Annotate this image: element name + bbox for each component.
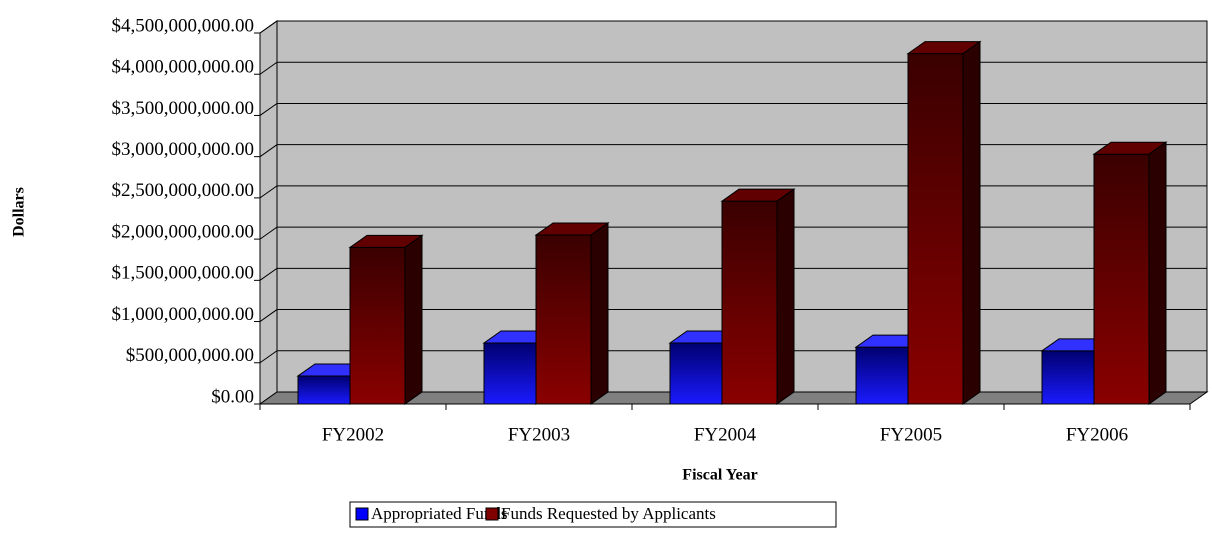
grid-line — [259, 61, 1207, 75]
bar-side — [590, 222, 609, 405]
bar — [720, 188, 796, 405]
grid-line — [259, 226, 1207, 240]
y-tick-label: $3,000,000,000.00 — [112, 139, 255, 160]
x-tick-label: FY2005 — [880, 424, 942, 445]
y-tick-label: $4,500,000,000.00 — [112, 15, 255, 36]
bar-front — [349, 246, 406, 405]
bar — [534, 222, 610, 405]
grid-line — [259, 309, 1207, 322]
bar-front — [1093, 153, 1150, 405]
bar-front — [721, 200, 778, 405]
y-axis-label: Dollars — [11, 187, 28, 237]
bar — [348, 234, 424, 405]
bar-front — [907, 53, 964, 405]
y-tick-label: $1,000,000,000.00 — [112, 304, 255, 325]
bar-front — [669, 342, 723, 405]
bar-front — [483, 342, 537, 405]
grid-line — [259, 102, 1207, 116]
x-tick-label: FY2003 — [508, 424, 570, 445]
legend — [349, 501, 837, 528]
side-wall — [259, 20, 278, 405]
y-tick-label: $4,000,000,000.00 — [112, 57, 255, 78]
bar-front — [855, 346, 909, 405]
bar-side — [1148, 141, 1167, 405]
bar-front — [297, 375, 351, 405]
y-tick-label: $3,500,000,000.00 — [112, 98, 255, 119]
legend-label: Appropriated Funds — [371, 504, 507, 523]
y-tick-label: $500,000,000.00 — [126, 345, 254, 366]
bar-side — [776, 188, 795, 405]
bar-front — [1041, 350, 1095, 405]
legend-swatch — [485, 507, 499, 521]
x-tick-label: FY2004 — [694, 424, 757, 445]
bar — [906, 40, 982, 405]
y-tick-label: $1,500,000,000.00 — [112, 263, 255, 284]
x-axis-label: Fiscal Year — [682, 467, 757, 484]
x-tick-label: FY2006 — [1066, 424, 1128, 445]
y-tick-label: $0.00 — [211, 386, 254, 407]
legend-swatch — [355, 507, 369, 521]
bar — [1092, 141, 1168, 405]
bar-side — [404, 234, 423, 405]
bar-side — [962, 40, 981, 405]
x-tick-label: FY2002 — [322, 424, 384, 445]
y-tick-label: $2,500,000,000.00 — [112, 180, 255, 201]
grid-line — [259, 267, 1207, 281]
grid-line — [259, 20, 1207, 34]
grid-line — [259, 144, 1207, 158]
legend-label: Funds Requested by Applicants — [501, 504, 716, 523]
y-tick-label: $2,000,000,000.00 — [112, 221, 255, 242]
bar-front — [535, 234, 592, 405]
grid-line — [259, 185, 1207, 199]
